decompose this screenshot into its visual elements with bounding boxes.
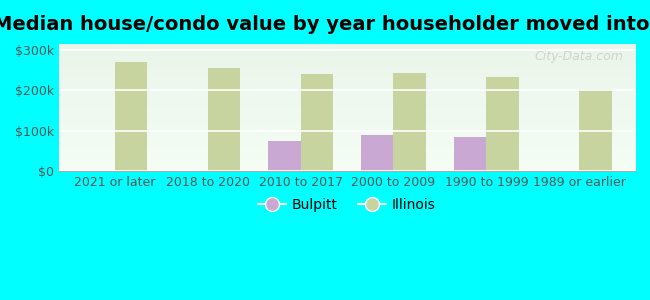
Bar [268, 141, 300, 171]
Bar [393, 73, 426, 171]
Text: City-Data.com: City-Data.com [534, 50, 623, 63]
Bar [207, 68, 240, 171]
Title: Median house/condo value by year householder moved into unit: Median house/condo value by year househo… [0, 15, 650, 34]
Bar [579, 89, 612, 171]
Bar [361, 135, 393, 171]
Legend: Bulpitt, Illinois: Bulpitt, Illinois [253, 192, 441, 217]
Bar [486, 77, 519, 171]
Bar [454, 136, 486, 171]
Bar [115, 62, 148, 171]
Bar [300, 74, 333, 171]
